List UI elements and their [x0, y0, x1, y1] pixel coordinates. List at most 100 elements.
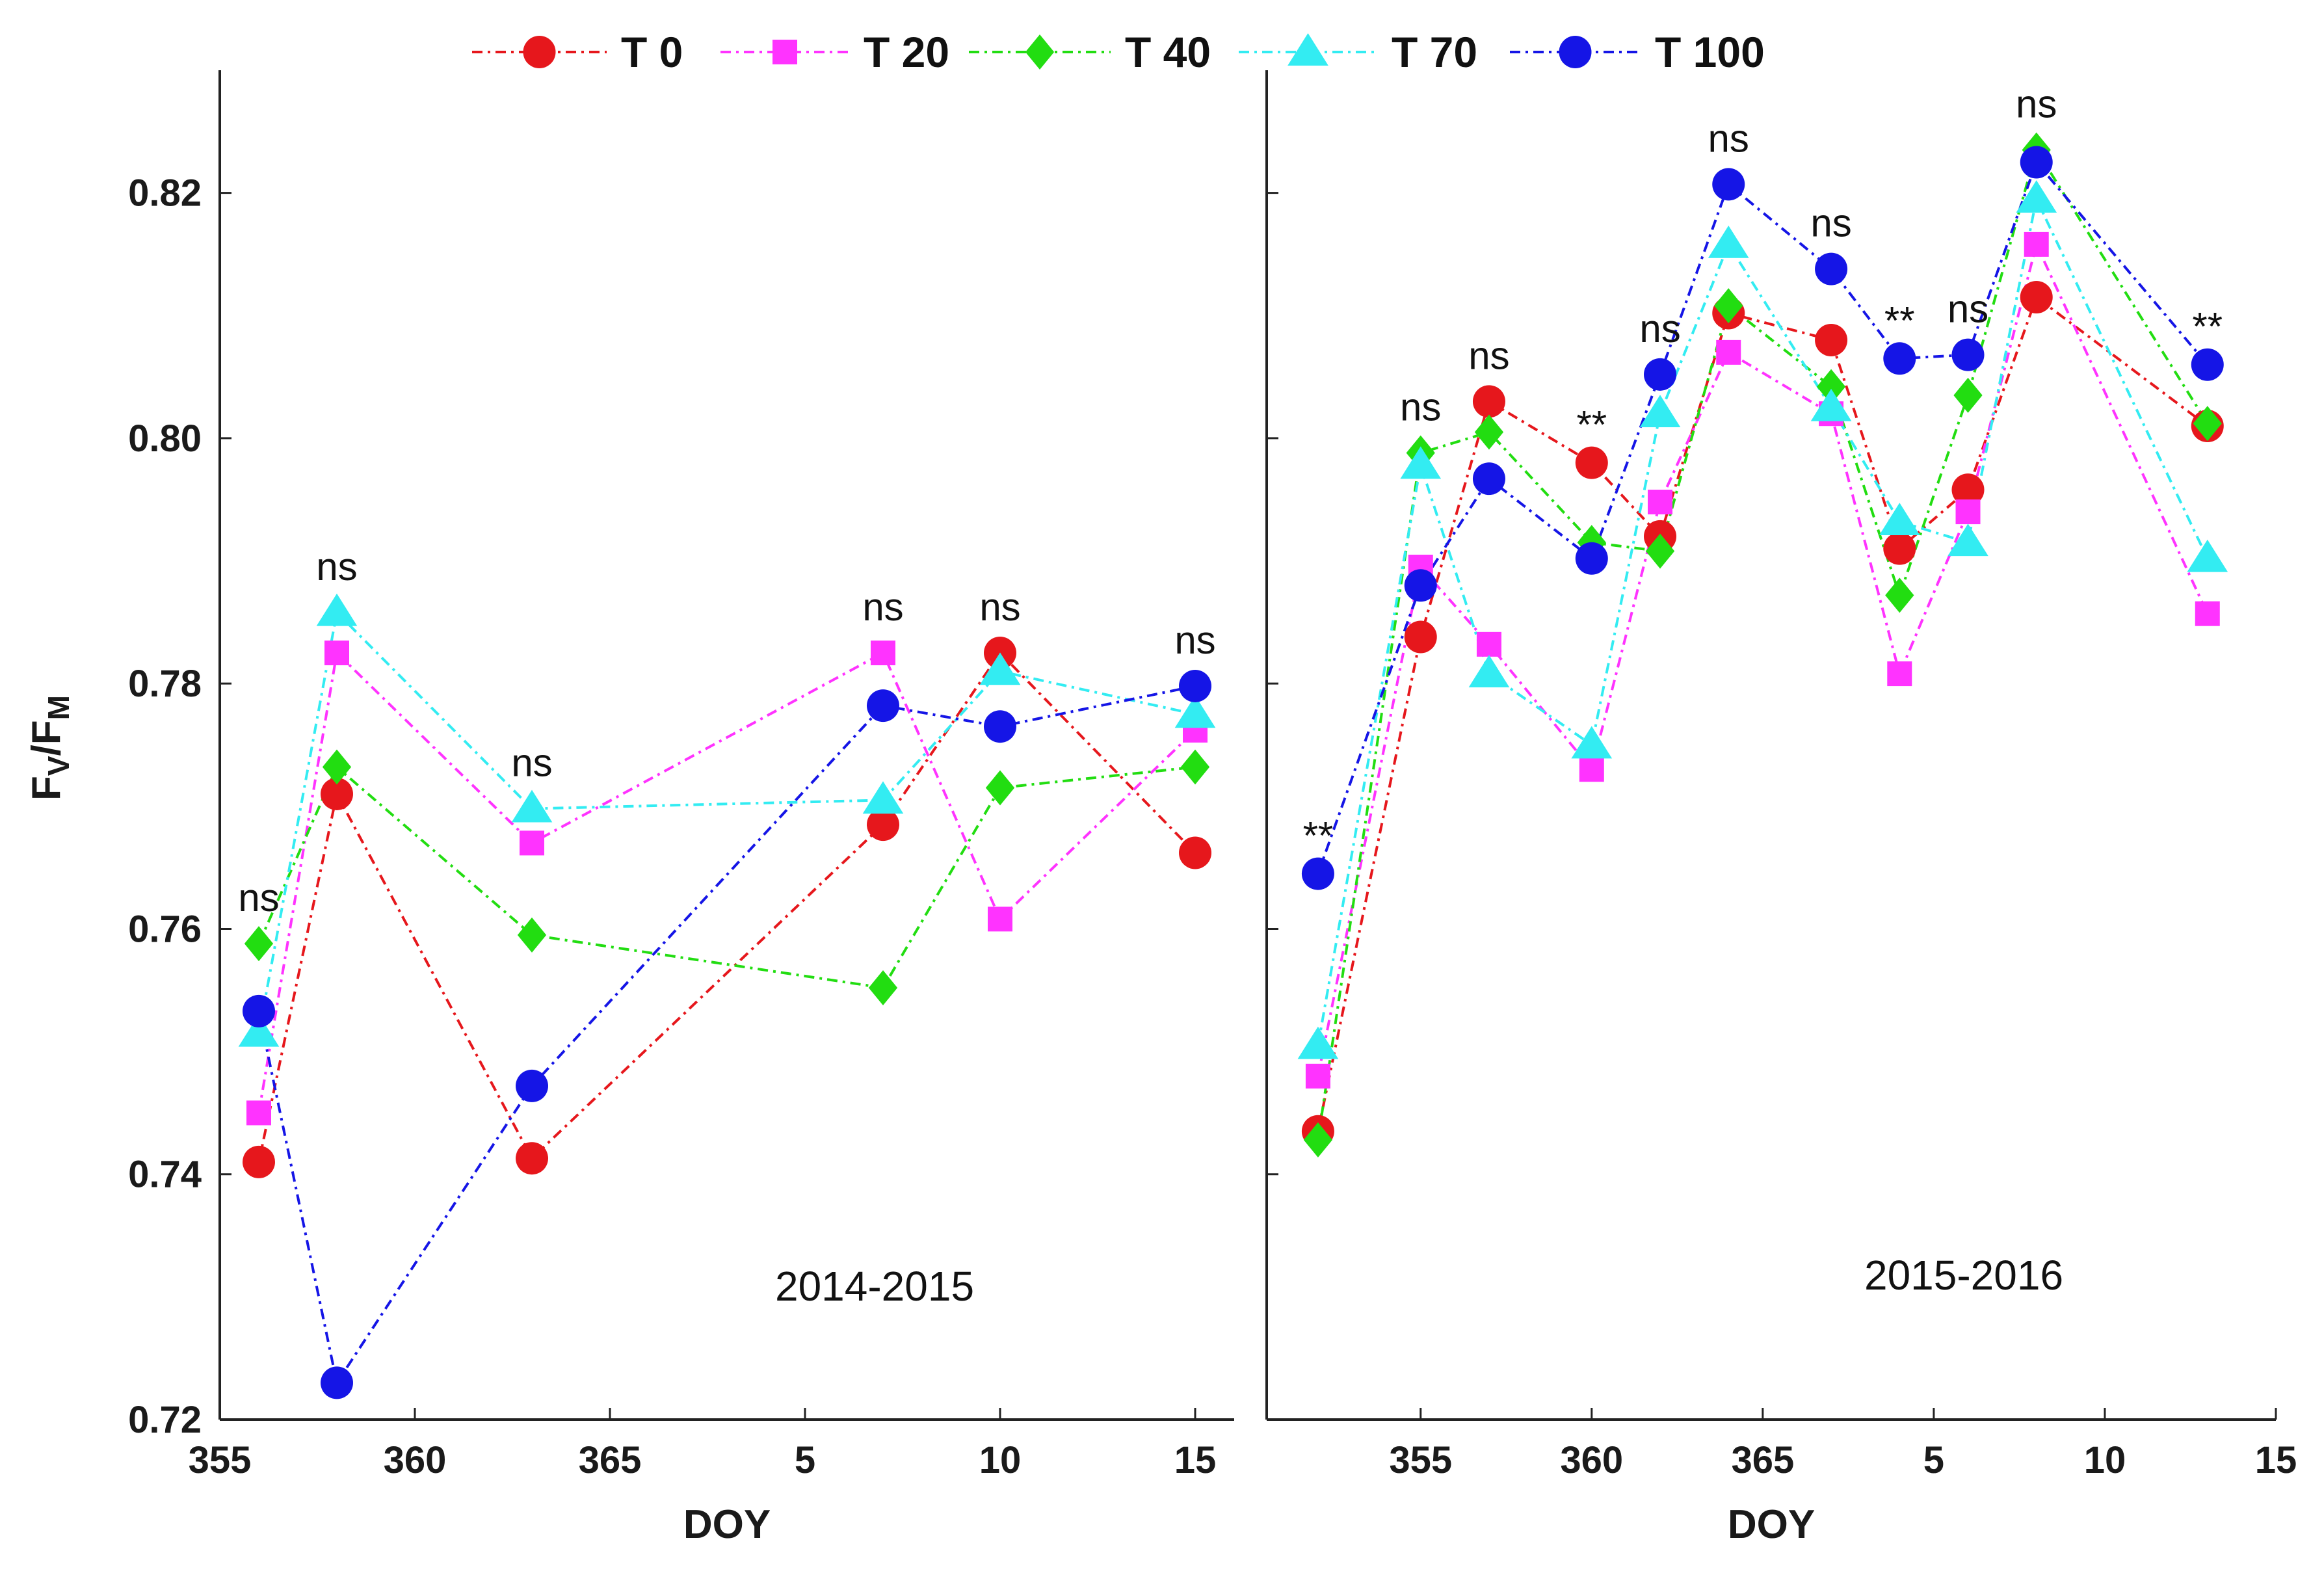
- y-axis-title: FV/FM: [24, 695, 75, 801]
- data-point-t-40: [1816, 369, 1846, 404]
- data-point-t-70: [238, 1014, 280, 1047]
- panel-2015-2016: 355 360 365 5 10 15DOY2015-2016**nsns**nsnsns…: [1265, 70, 2297, 1547]
- data-point-t-20: [1887, 661, 1912, 687]
- legend-item-t-40: T 40: [969, 28, 1211, 76]
- data-point-t-40: [517, 917, 547, 953]
- series-line-t-20: [257, 650, 1196, 1113]
- significance-label: ns: [1708, 116, 1749, 160]
- legend-item-t-20: T 20: [720, 28, 949, 76]
- data-point-t-0: [1951, 473, 1985, 507]
- legend-label: T 20: [864, 28, 949, 76]
- data-point-t-20: [1648, 490, 1673, 514]
- significance-label: **: [1576, 403, 1607, 447]
- data-point-t-20: [1579, 757, 1604, 782]
- data-point-t-100: [321, 1366, 353, 1399]
- legend-label: T 0: [621, 28, 683, 76]
- data-point-t-100: [516, 1069, 548, 1102]
- data-point-t-100: [1301, 857, 1334, 890]
- data-point-t-40: [1645, 533, 1675, 569]
- data-point-t-0: [1883, 532, 1916, 565]
- series-line-t-100: [1317, 159, 2209, 875]
- data-point-t-0: [2020, 280, 2053, 313]
- series-line-t-0: [1316, 295, 2209, 1132]
- x-axis-title: DOY: [1728, 1502, 1815, 1547]
- data-point-t-40: [244, 926, 274, 962]
- series-line-t-40: [257, 765, 1196, 990]
- data-point-t-40: [1474, 414, 1504, 450]
- x-axis-title: DOY: [683, 1502, 771, 1547]
- data-point-t-20: [871, 641, 895, 666]
- x-tick-label: 15: [1174, 1439, 1217, 1481]
- data-point-t-100: [1883, 342, 1916, 375]
- data-point-t-70: [1639, 395, 1681, 428]
- data-point-t-70: [1571, 726, 1613, 759]
- series-line-t-100: [257, 685, 1196, 1386]
- data-point-t-70: [862, 781, 904, 814]
- series-line-t-40: [1316, 146, 2209, 1141]
- data-point-t-40: [1953, 377, 1983, 413]
- series-line-t-20: [1316, 240, 2209, 1077]
- x-tick-label: 355: [1389, 1439, 1452, 1481]
- legend-label: T 70: [1392, 28, 1477, 76]
- legend: T 0 T 20 T 40 T 70 T 100: [472, 28, 1765, 76]
- data-point-t-40: [1303, 1122, 1333, 1158]
- data-point-t-70: [979, 652, 1021, 685]
- significance-label: **: [2192, 305, 2223, 349]
- legend-marker: [1025, 34, 1055, 70]
- series-line-t-70: [257, 609, 1196, 1034]
- data-point-t-70: [1879, 503, 1920, 536]
- data-point-t-20: [1305, 1063, 1330, 1089]
- y-tick-label: 0.82: [128, 172, 202, 215]
- data-point-t-100: [1644, 358, 1677, 391]
- data-point-t-100: [1404, 569, 1437, 602]
- data-point-t-20: [2195, 601, 2220, 626]
- significance-label: ns: [862, 585, 903, 629]
- data-point-t-20: [1955, 499, 1981, 525]
- x-tick-label: 10: [2084, 1439, 2126, 1481]
- significance-label: ns: [1468, 334, 1509, 377]
- significance-label: **: [1884, 298, 1915, 342]
- data-point-t-40: [868, 970, 898, 1005]
- data-point-t-100: [1712, 168, 1745, 201]
- legend-item-t-70: T 70: [1239, 28, 1477, 76]
- x-tick-label: 360: [1560, 1439, 1623, 1481]
- data-point-t-70: [2187, 539, 2228, 572]
- data-point-t-40: [1714, 288, 1743, 324]
- y-tick-label: 0.76: [128, 908, 202, 950]
- significance-label: ns: [1174, 618, 1215, 662]
- data-point-t-100: [2020, 146, 2053, 179]
- legend-item-t-0: T 0: [472, 28, 683, 76]
- data-point-t-70: [1708, 225, 1749, 258]
- data-point-t-20: [1716, 339, 1741, 365]
- significance-label: ns: [1810, 202, 1851, 245]
- data-point-t-100: [984, 710, 1016, 743]
- significance-label: ns: [238, 876, 279, 920]
- x-tick-label: 5: [1923, 1439, 1944, 1481]
- data-point-t-0: [1575, 446, 1608, 479]
- legend-marker: [772, 40, 797, 64]
- data-point-t-70: [1400, 446, 1442, 479]
- legend-marker: [1287, 33, 1328, 66]
- data-point-t-70: [1810, 388, 1852, 421]
- significance-label: **: [1303, 814, 1334, 858]
- x-tick-label: 365: [579, 1439, 642, 1481]
- data-point-t-100: [1179, 669, 1211, 702]
- data-point-t-20: [520, 830, 544, 856]
- data-point-t-100: [243, 994, 275, 1027]
- legend-item-t-100: T 100: [1510, 28, 1765, 76]
- data-point-t-40: [985, 770, 1015, 806]
- data-point-t-0: [516, 1142, 548, 1175]
- data-point-t-0: [1472, 385, 1505, 418]
- data-point-t-20: [1476, 631, 1501, 657]
- data-point-t-20: [246, 1100, 271, 1126]
- data-point-t-70: [316, 593, 358, 626]
- legend-label: T 40: [1125, 28, 1211, 76]
- data-point-t-100: [1815, 252, 1848, 285]
- data-point-t-40: [1885, 577, 1914, 613]
- data-point-t-100: [1575, 542, 1608, 575]
- data-point-t-100: [867, 689, 899, 722]
- y-tick-label: 0.80: [128, 417, 202, 460]
- data-point-t-100: [1472, 462, 1505, 496]
- data-point-t-100: [2191, 348, 2224, 381]
- significance-label: ns: [2016, 83, 2057, 126]
